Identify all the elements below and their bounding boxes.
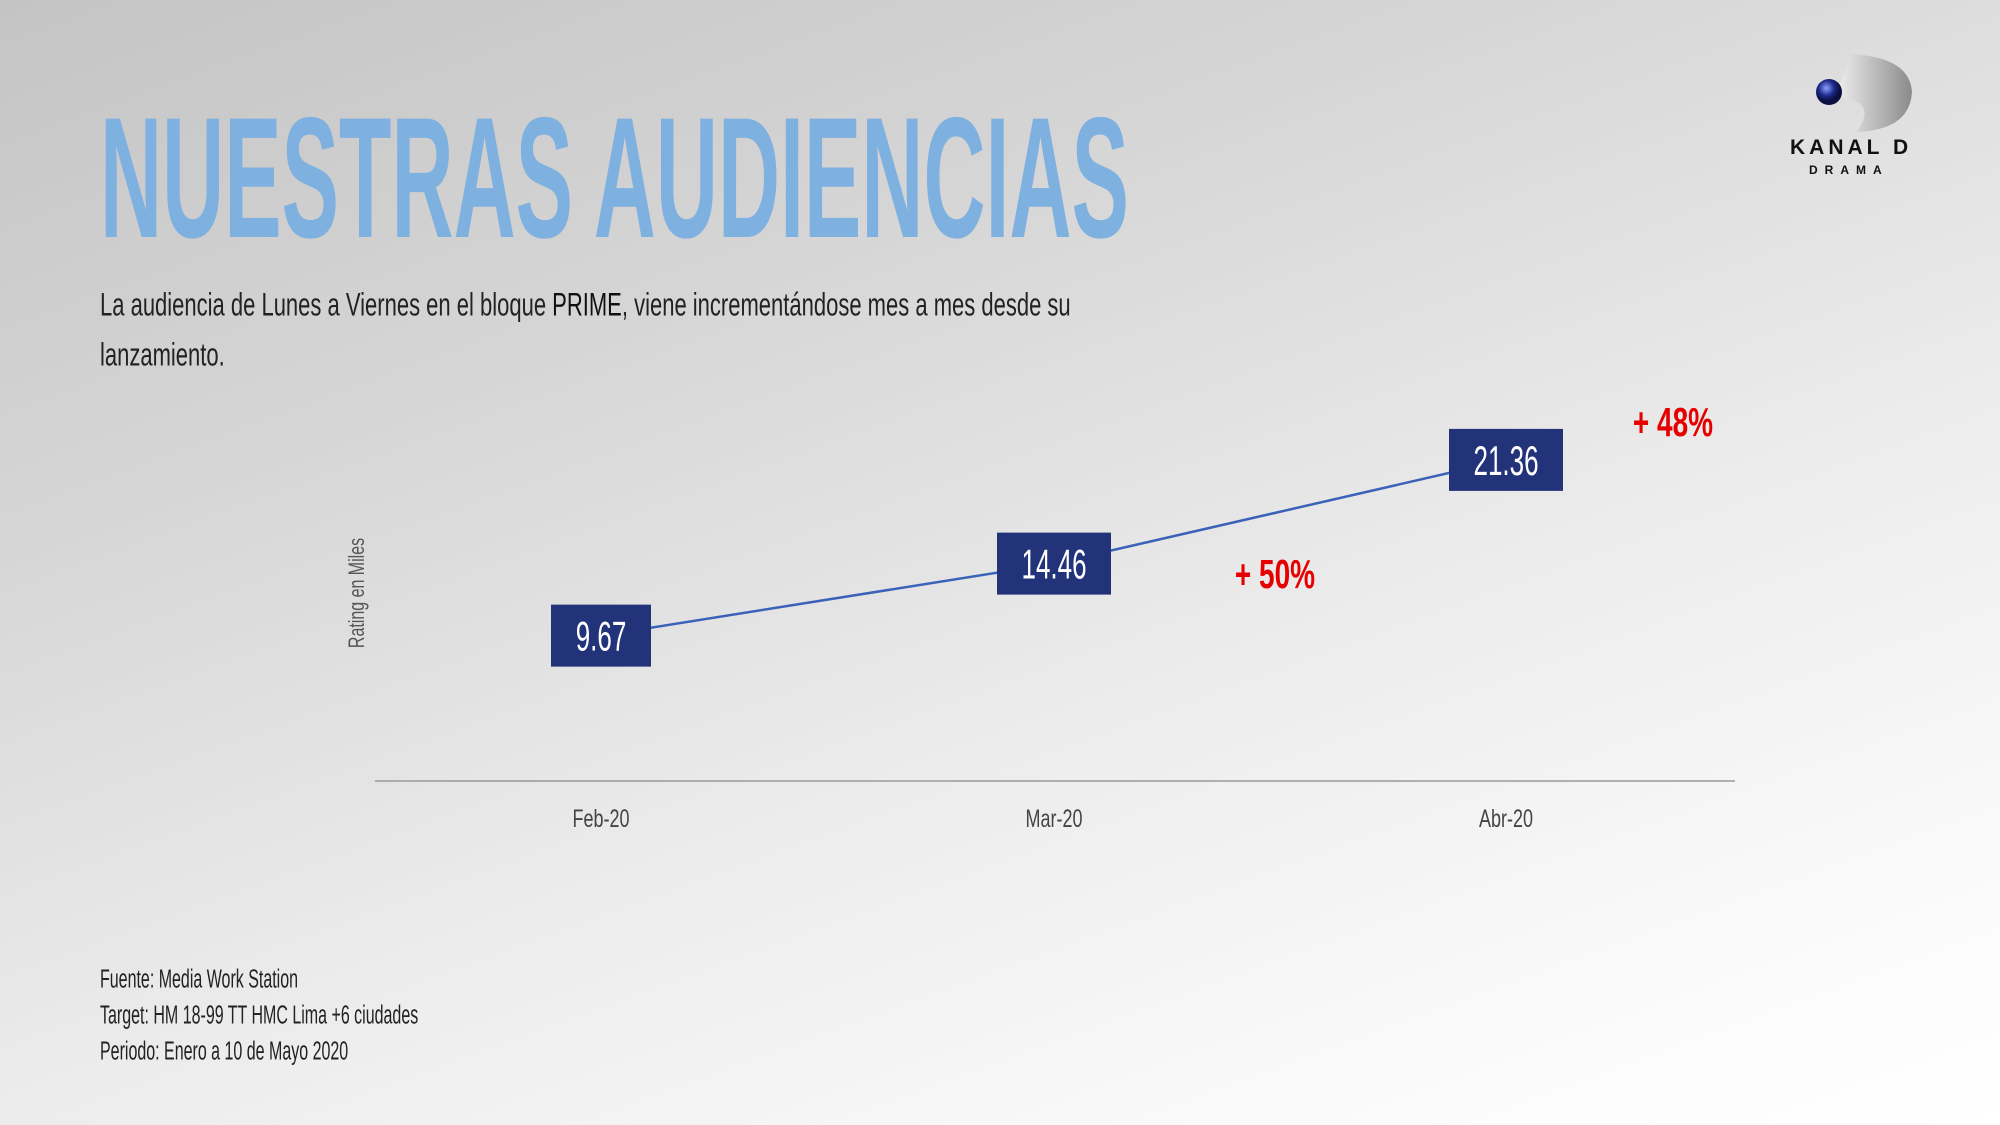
subtitle: La audiencia de Lunes a Viernes en el bl… — [100, 280, 1071, 380]
subtitle-prime: PRIME — [552, 285, 622, 323]
page-title: NUESTRAS AUDIENCIAS — [100, 83, 1129, 275]
data-point-box — [1449, 428, 1563, 491]
y-axis-label: Rating en Miles — [344, 538, 369, 648]
data-label: 21.36 — [1473, 439, 1538, 485]
footer-source: Fuente: Media Work Station — [100, 966, 299, 994]
x-tick-label: Abr-20 — [1479, 804, 1533, 833]
growth-annotation: + 50% — [1235, 552, 1315, 597]
footer-period: Periodo: Enero a 10 de Mayo 2020 — [100, 1038, 349, 1066]
footer-target: Target: HM 18-99 TT HMC Lima +6 ciudades — [100, 1002, 419, 1030]
subtitle-text: La audiencia de Lunes a Viernes en el bl… — [100, 285, 553, 323]
data-point-box — [551, 604, 651, 667]
data-point-box — [997, 532, 1111, 595]
growth-annotation: + 48% — [1633, 400, 1713, 445]
logo-name: KANAL D — [1790, 136, 1913, 159]
data-label: 14.46 — [1021, 543, 1086, 589]
subtitle-text-cont: , viene incrementándose mes a mes desde … — [621, 285, 1071, 323]
x-tick-label: Mar-20 — [1026, 804, 1083, 833]
x-tick-label: Feb-20 — [573, 804, 630, 833]
subtitle-line2: lanzamiento. — [100, 335, 225, 373]
kanal-d-eye-icon — [1816, 54, 1912, 132]
data-label: 9.67 — [576, 615, 627, 661]
kanal-d-logo: KANAL D DRAMA — [1780, 52, 1950, 182]
logo-sub: DRAMA — [1809, 163, 1889, 177]
